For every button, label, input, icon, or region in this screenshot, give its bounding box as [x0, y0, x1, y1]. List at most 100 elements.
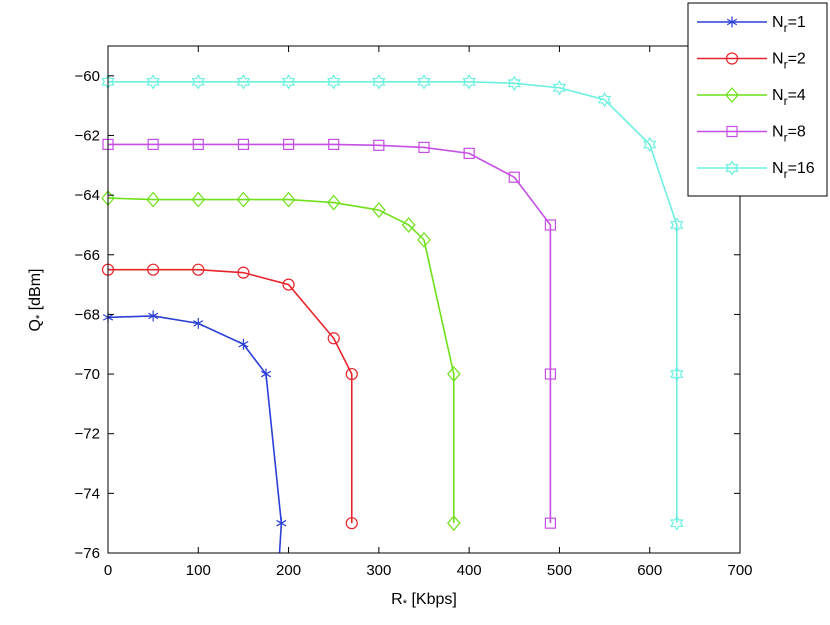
data-point: [237, 266, 250, 279]
series-3: [101, 190, 461, 532]
data-point: [282, 278, 295, 291]
data-point: [670, 515, 684, 531]
legend-marker: [726, 16, 738, 28]
y-tick-label: −72: [75, 426, 100, 443]
data-point: [401, 217, 416, 233]
x-tick-label: 500: [547, 562, 572, 579]
data-point: [281, 74, 296, 90]
legend-label: Nr=16: [772, 160, 815, 181]
legend-marker: [725, 52, 739, 65]
data-point: [191, 74, 205, 90]
data-point: [417, 74, 431, 90]
data-point: [276, 517, 287, 529]
data-point: [552, 80, 567, 96]
data-point: [148, 310, 159, 322]
y-tick-label: −64: [75, 187, 100, 204]
y-tick-label: −62: [75, 127, 100, 144]
data-point: [327, 332, 340, 345]
y-tick-label: −70: [75, 366, 100, 383]
data-point: [670, 217, 684, 233]
plot-area: [108, 46, 740, 553]
data-point: [237, 138, 250, 151]
data-point: [507, 75, 521, 91]
data-point: [345, 517, 358, 530]
y-tick-label: −76: [75, 545, 100, 562]
x-axis-label-base: R: [391, 591, 403, 608]
legend-label: Nr=8: [772, 124, 806, 145]
x-tick-label: 300: [366, 562, 391, 579]
plot-frame: [107, 45, 741, 554]
legend-box: [687, 2, 828, 197]
data-point: [191, 191, 206, 208]
data-point: [327, 74, 341, 90]
data-point: [544, 368, 557, 380]
data-point: [597, 91, 612, 108]
x-tick-label: 600: [637, 562, 662, 579]
data-point: [508, 171, 520, 183]
y-axis-label-sub: *: [34, 314, 46, 319]
legend-entry: Nr=4: [697, 87, 806, 108]
data-point: [372, 202, 386, 218]
data-point: [238, 338, 249, 350]
legend-entries: Nr=1 Nr=2 Nr=4 Nr=8 Nr=16: [697, 14, 815, 181]
data-point: [417, 231, 431, 248]
series-5: [101, 74, 684, 531]
x-axis-label-unit: [Kbps]: [407, 591, 457, 608]
x-tick-label: 0: [104, 562, 112, 579]
legend-marker: [725, 87, 739, 103]
legend-marker: [726, 125, 738, 138]
legend: Nr=1 Nr=2 Nr=4 Nr=8 Nr=16: [687, 2, 828, 197]
legend-marker: [725, 160, 739, 176]
data-point: [326, 194, 341, 211]
x-axis-label-sub: *: [403, 598, 408, 610]
x-tick-label: 100: [186, 562, 211, 579]
x-tick-label: 700: [727, 562, 752, 579]
series-line: [108, 143, 552, 524]
series-1: [102, 310, 287, 554]
data-point: [544, 517, 557, 529]
y-tick-label: −74: [75, 485, 100, 502]
data-point: [236, 74, 251, 90]
series-line: [107, 197, 455, 524]
data-point: [447, 515, 461, 532]
data-point: [372, 74, 386, 90]
data-point: [463, 147, 475, 159]
legend-entry: Nr=2: [697, 51, 806, 72]
data-point: [418, 141, 430, 153]
series-line: [108, 268, 353, 524]
y-axis-label: Q* [dBm]: [27, 269, 46, 332]
data-point: [147, 138, 159, 151]
legend-entry: Nr=16: [697, 160, 815, 181]
x-axis-label: R* [Kbps]: [391, 591, 457, 610]
data-point: [447, 366, 461, 382]
legend-label: Nr=2: [772, 51, 806, 72]
data-point: [192, 263, 205, 276]
data-point: [236, 191, 251, 208]
data-point: [260, 368, 272, 380]
data-point: [373, 139, 385, 151]
series-line: [108, 80, 678, 524]
data-point: [462, 74, 476, 90]
data-point: [193, 317, 204, 329]
data-point: [281, 191, 296, 208]
y-tick-label: −60: [75, 68, 100, 85]
data-point: [146, 74, 160, 90]
legend-label: Nr=1: [772, 14, 806, 35]
data-point: [643, 136, 657, 153]
series-layer: [101, 74, 684, 554]
legend-label: Nr=4: [772, 87, 806, 108]
series-2: [101, 263, 358, 530]
data-point: [670, 366, 684, 382]
y-axis-label-base: Q: [27, 319, 44, 331]
legend-entry: Nr=8: [697, 124, 806, 145]
data-point: [328, 138, 340, 151]
data-point: [146, 191, 160, 208]
data-point: [192, 138, 204, 151]
y-tick-label: −68: [75, 306, 100, 323]
y-axis-label-unit: [dBm]: [27, 269, 44, 315]
x-tick-label: 400: [457, 562, 482, 579]
x-tick-label: 200: [276, 562, 301, 579]
legend-entry: Nr=1: [697, 14, 806, 35]
y-tick-label: −66: [75, 247, 100, 264]
